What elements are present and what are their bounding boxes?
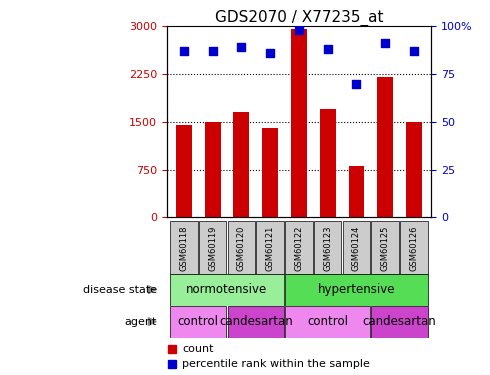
Bar (343, 221, 370, 274)
Text: GSM60122: GSM60122 (294, 225, 303, 271)
Bar (256, 221, 284, 274)
Text: GSM60123: GSM60123 (323, 225, 332, 271)
Text: control: control (307, 315, 348, 328)
Text: candesartan: candesartan (219, 315, 293, 328)
Text: GSM60125: GSM60125 (381, 225, 390, 271)
Text: control: control (178, 315, 219, 328)
Bar (227, 221, 255, 274)
Bar (314, 221, 342, 274)
Bar (227, 306, 284, 338)
Text: disease state: disease state (83, 285, 157, 295)
Bar (285, 221, 313, 274)
Point (352, 81, 360, 87)
Bar (233, 112, 249, 218)
Text: GSM60121: GSM60121 (266, 225, 274, 271)
Bar (285, 306, 370, 338)
Text: percentile rank within the sample: percentile rank within the sample (182, 359, 370, 369)
Point (238, 44, 245, 50)
Text: GSM60118: GSM60118 (179, 225, 188, 271)
Text: hypertensive: hypertensive (318, 283, 395, 296)
Point (209, 48, 217, 54)
Bar (371, 306, 428, 338)
Bar (406, 122, 422, 218)
Text: GSM60126: GSM60126 (410, 225, 418, 271)
Text: GSM60120: GSM60120 (237, 225, 246, 271)
Text: count: count (182, 344, 214, 354)
Text: candesartan: candesartan (363, 315, 437, 328)
Text: normotensive: normotensive (186, 283, 268, 296)
Text: agent: agent (124, 316, 157, 327)
Bar (262, 128, 278, 217)
Bar (291, 30, 307, 218)
Bar (371, 221, 399, 274)
Bar (377, 77, 393, 218)
Bar (170, 221, 197, 274)
Point (324, 46, 332, 52)
Point (381, 40, 389, 46)
Point (410, 48, 418, 54)
Bar (176, 125, 192, 218)
Bar (285, 274, 428, 306)
Point (180, 48, 188, 54)
Bar (170, 306, 226, 338)
Point (266, 50, 274, 56)
Text: GSM60119: GSM60119 (208, 225, 217, 271)
Bar (348, 166, 365, 218)
Title: GDS2070 / X77235_at: GDS2070 / X77235_at (215, 10, 383, 26)
Text: GSM60124: GSM60124 (352, 225, 361, 271)
Bar (320, 109, 336, 217)
Bar (199, 221, 226, 274)
Bar (400, 221, 428, 274)
Bar (205, 122, 220, 218)
Point (295, 27, 303, 33)
Bar (170, 274, 284, 306)
